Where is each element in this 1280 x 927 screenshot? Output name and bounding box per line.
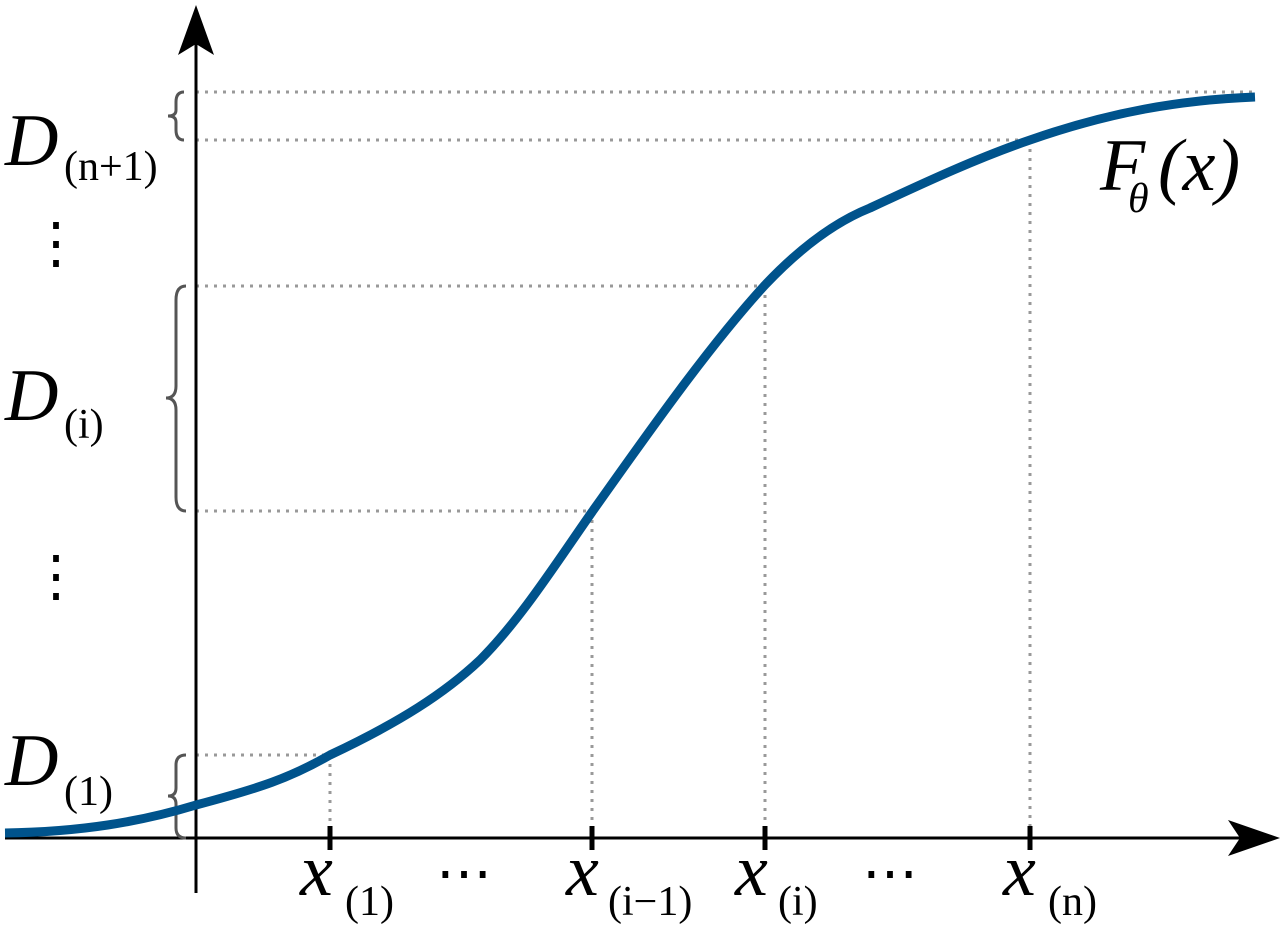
vertical-ellipsis: ⋮: [28, 211, 84, 276]
brace: [165, 284, 187, 513]
label-main: x: [299, 830, 333, 912]
x-label: x (1): [299, 830, 394, 925]
horizontal-ellipsis: ⋯: [436, 841, 492, 906]
x-axis-arrow: [1228, 820, 1280, 856]
vertical-ellipsis: ⋮: [28, 544, 84, 609]
x-ticks: [327, 826, 1033, 850]
label-arg: (x): [1158, 125, 1240, 207]
y-axis-arrow: [178, 5, 214, 55]
x-label: x (i−1): [565, 830, 692, 925]
dotted-guides: [196, 90, 1255, 838]
curve-label: Fθ (x): [1099, 125, 1240, 222]
label-sub: (n): [1048, 879, 1097, 925]
label-sub: (1): [345, 879, 394, 925]
guide-lines: [196, 90, 1255, 838]
label-main: D: [4, 355, 58, 437]
label-sub: (i): [778, 879, 818, 925]
y-label: D (i): [4, 355, 104, 448]
label-main: x: [1002, 830, 1036, 912]
label-sub: (i−1): [608, 879, 692, 925]
y-label: D (1): [4, 720, 113, 815]
brace: [167, 90, 185, 142]
x-label: x (n): [1002, 830, 1097, 925]
label-main: D: [4, 720, 58, 802]
x-label: x (i): [734, 830, 818, 925]
y-label: D (n+1): [4, 100, 158, 190]
label-main: D: [4, 100, 58, 182]
label-main: x: [565, 830, 599, 912]
label-sub: (1): [64, 769, 113, 815]
label-sub: θ: [1128, 176, 1149, 222]
label-sub: (n+1): [64, 144, 158, 190]
label-main: x: [734, 830, 768, 912]
brace: [167, 753, 187, 840]
label-main: F: [1099, 125, 1146, 207]
label-sub: (i): [64, 402, 104, 448]
cdf-curve: [4, 92, 1256, 838]
horizontal-ellipsis: ⋯: [862, 841, 918, 906]
